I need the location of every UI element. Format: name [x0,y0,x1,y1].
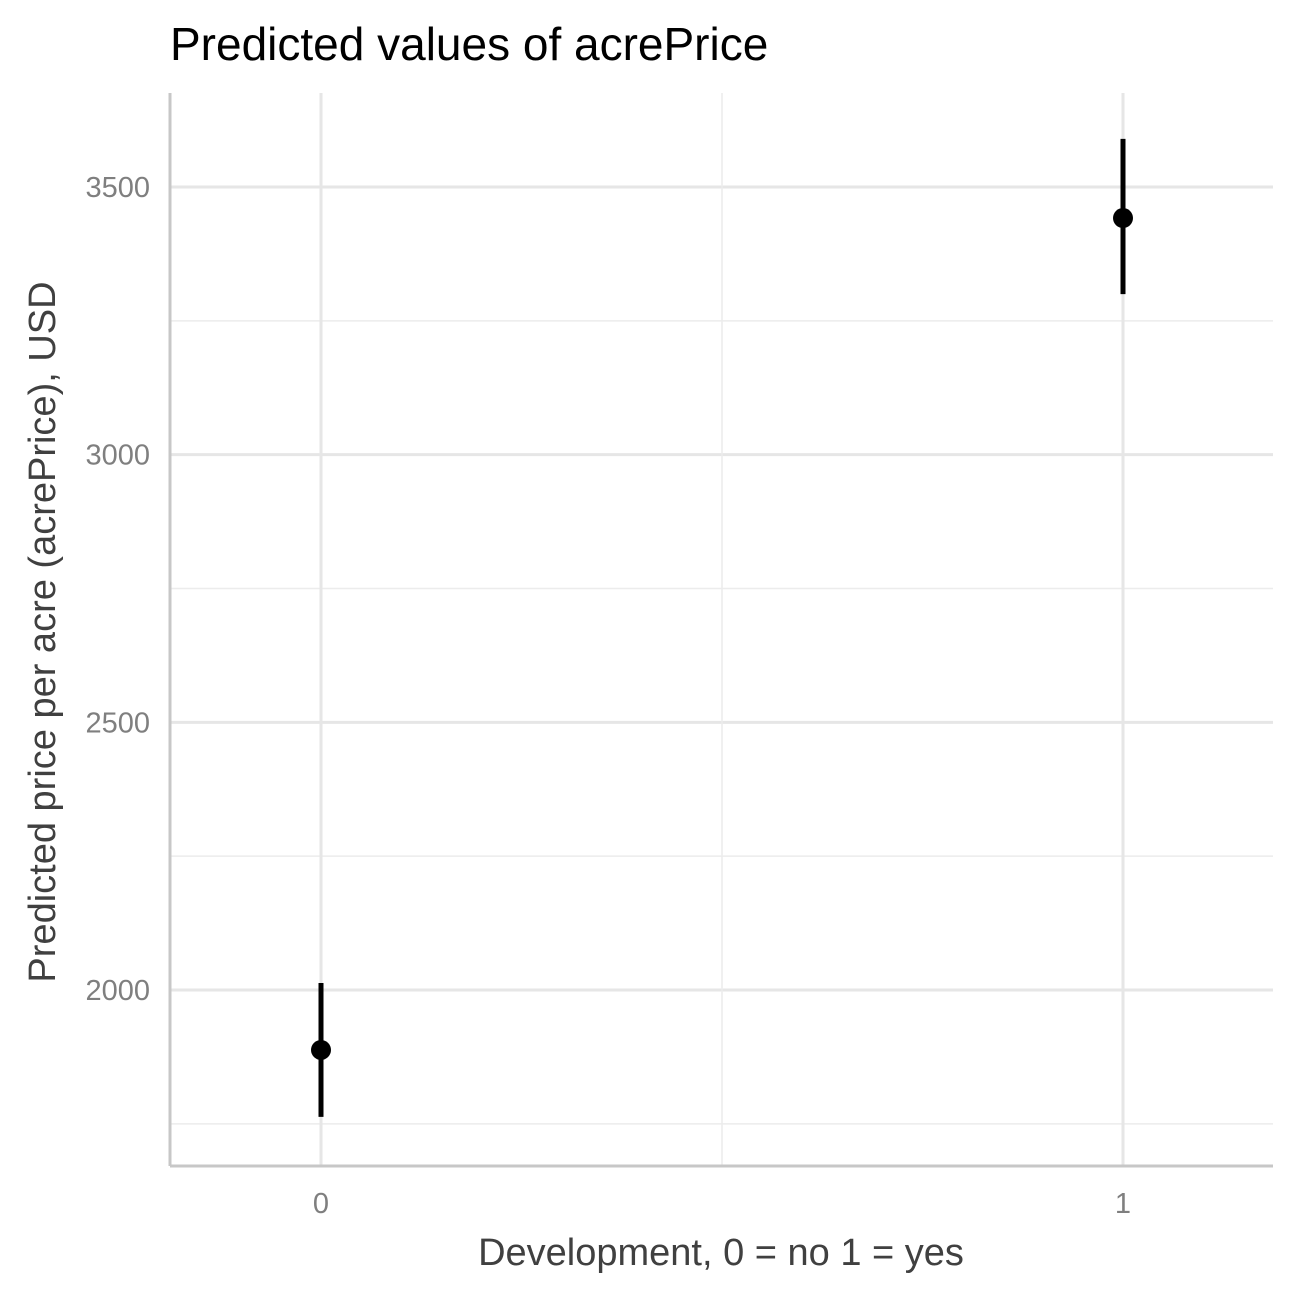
y-tick-label: 3000 [85,440,150,472]
chart-title: Predicted values of acrePrice [170,18,768,70]
x-tick-label: 0 [313,1188,329,1220]
y-tick-label: 3500 [85,172,150,204]
data-point [311,1039,331,1060]
grid [170,93,1273,1166]
data-point [1113,208,1133,229]
axes [168,93,1273,1168]
y-tick-label: 2000 [85,975,150,1007]
x-axis-title: Development, 0 = no 1 = yes [478,1232,964,1274]
tick-labels: 2000 2500 3000 3500 0 1 [85,172,1131,1220]
x-tick-label: 1 [1115,1188,1131,1220]
data-marks [311,138,1133,1117]
y-axis-title: Predicted price per acre (acrePrice), US… [22,281,64,982]
y-tick-label: 2500 [85,707,150,739]
